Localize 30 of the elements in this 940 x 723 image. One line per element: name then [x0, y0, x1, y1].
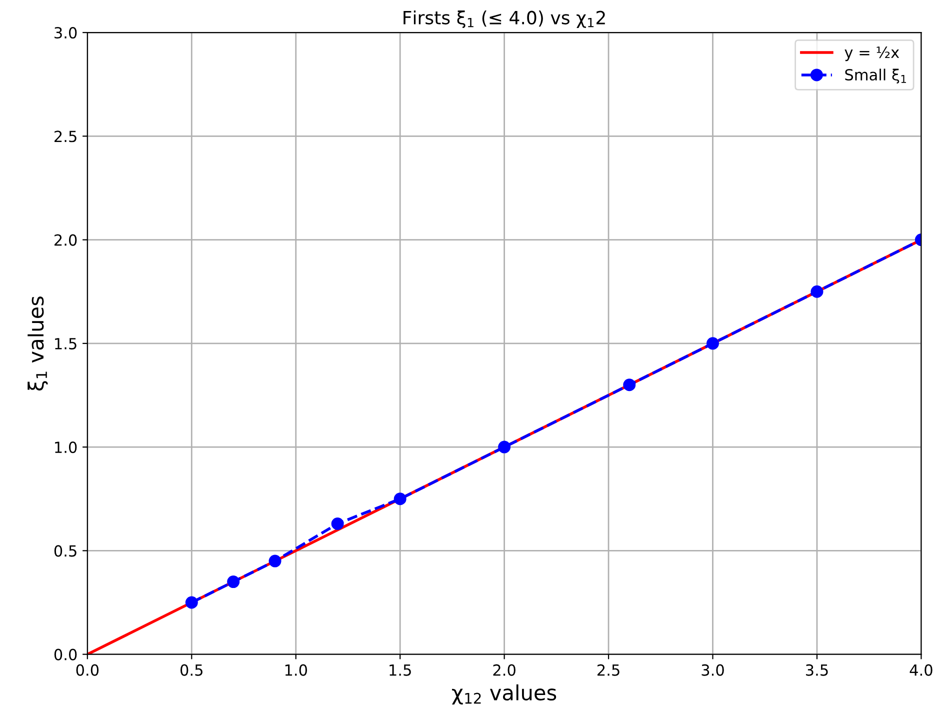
point: [498, 440, 511, 454]
point: [227, 576, 240, 588]
legend-label: Small ξ$_{1}$: [845, 68, 906, 84]
x-tick-label: 0.5: [180, 664, 202, 676]
y-axis-title: ξ$_{1}$ values: [28, 296, 48, 390]
y-tick-label: 2.0: [54, 234, 77, 246]
x-tick-label: 3.5: [806, 664, 828, 676]
y-tick-label: 2.5: [54, 130, 76, 142]
x-tick-label: 1.5: [390, 664, 411, 676]
x-tick-label: 3.0: [702, 664, 724, 676]
x-tick-label: 0.0: [76, 664, 99, 676]
y-tick-label: 3.0: [54, 27, 77, 39]
x-tick-label: 4.0: [910, 664, 932, 676]
point: [706, 337, 720, 350]
y-tick-label: 1.5: [55, 338, 76, 350]
x-axis-title: χ$_{12}$ values: [452, 684, 556, 705]
y-tick-label: 1.0: [55, 442, 77, 454]
point: [331, 517, 344, 530]
point: [623, 378, 636, 392]
point: [810, 285, 824, 298]
point: [185, 596, 198, 609]
point: [394, 492, 406, 506]
legend-label: y = ½x: [844, 46, 900, 62]
point: [268, 554, 282, 568]
chart-title: Firsts ξ$_{1}$ (≤ 4.0) vs χ$_{1}$2: [404, 10, 605, 28]
x-tick-label: 2.0: [493, 664, 516, 676]
x-tick-label: 1.0: [285, 664, 307, 676]
x-tick-label: 2.5: [598, 664, 620, 676]
y-tick-label: 0.5: [54, 545, 76, 557]
y-tick-label: 0.0: [54, 648, 77, 660]
